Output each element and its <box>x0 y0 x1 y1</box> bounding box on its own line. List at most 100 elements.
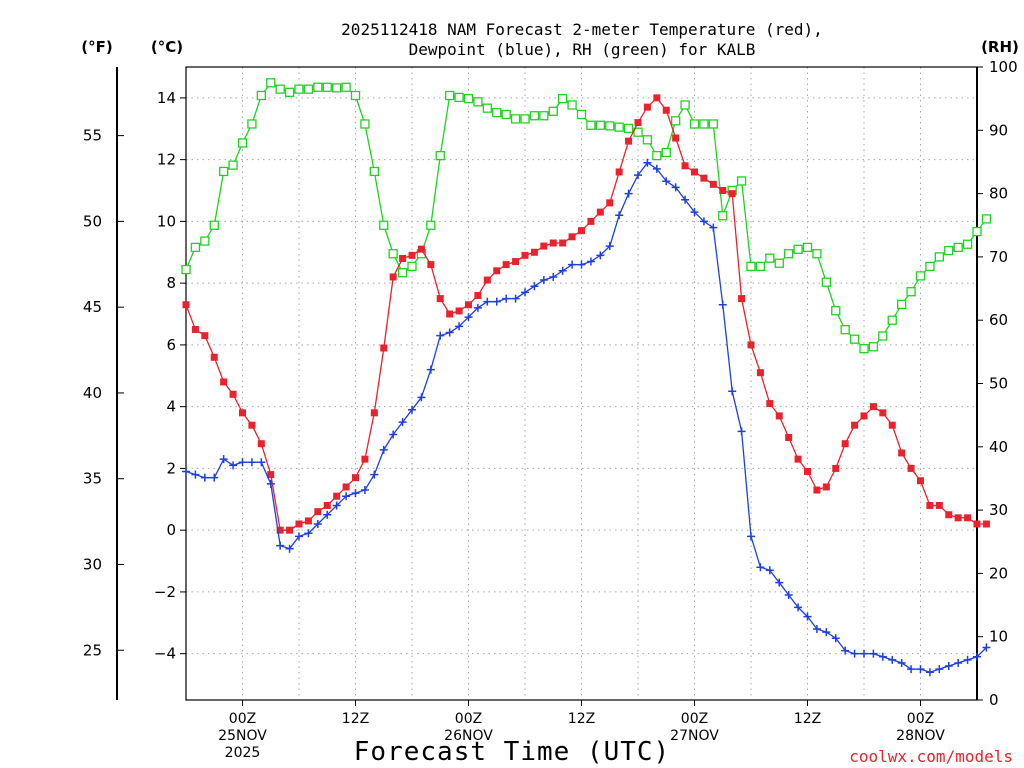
fahrenheit-tick-label: 40 <box>83 384 102 402</box>
celsius-tick-label: −4 <box>154 645 176 663</box>
rh-series-point <box>812 249 822 259</box>
rh-series-point <box>454 92 464 103</box>
dewpoint-series-point <box>455 322 464 331</box>
temperature-series-point <box>634 119 642 127</box>
dewpoint-series-point <box>191 470 200 479</box>
temperature-series-point <box>766 400 774 408</box>
dewpoint-series-point <box>200 473 209 482</box>
temperature-series-point <box>973 520 981 528</box>
x-tick-label: 26NOV <box>444 728 493 744</box>
dewpoint-series-point <box>718 300 727 309</box>
dewpoint-series-point <box>247 458 256 467</box>
rh-unit-label: (RH) <box>981 38 1019 56</box>
dewpoint-series-point <box>257 458 266 467</box>
temperature-series-point <box>888 421 896 429</box>
temperature-series-point <box>427 261 435 269</box>
celsius-unit-label: (°C) <box>151 38 183 56</box>
dewpoint-series-point <box>615 211 624 220</box>
axes: −4 −2 0 2 4 6 8 10 12 14 25 30 35 40 45 50 55 0 10 20 30 40 50… <box>83 58 1018 761</box>
rh-series-point <box>445 90 455 101</box>
temperature-series-point <box>625 137 633 145</box>
rh-series-point <box>539 111 549 121</box>
temperature-series-point <box>408 251 416 259</box>
temperature-series-point <box>559 239 567 247</box>
x-tick-label: 2025 <box>225 745 261 761</box>
dewpoint-series-point <box>624 189 633 198</box>
temperature-series-point <box>220 378 228 386</box>
temperature-series-point <box>681 162 689 170</box>
dewpoint-series-point <box>445 328 454 337</box>
rh-series-point <box>614 122 624 132</box>
rh-series-point <box>407 261 417 272</box>
rh-series-point <box>708 119 718 129</box>
rh-tick-label: 10 <box>989 628 1008 646</box>
rh-series-point <box>623 123 634 134</box>
x-tick-label: 00Z <box>229 711 256 727</box>
rh-series-point <box>906 287 916 297</box>
temperature-series-point <box>493 267 501 275</box>
rh-tick-label: 90 <box>989 121 1008 139</box>
rh-series-point <box>934 252 944 262</box>
dewpoint-series-point <box>389 430 398 439</box>
temperature-series-point <box>822 483 830 491</box>
rh-series-point <box>256 90 266 101</box>
temperature-series-point <box>540 242 548 250</box>
rh-series-point <box>181 264 191 275</box>
dewpoint-series-point <box>417 393 426 402</box>
temperature-series-point <box>370 409 378 417</box>
rh-series-point <box>237 138 248 148</box>
temperature-series-point <box>286 526 294 534</box>
rh-tick-label: 40 <box>989 438 1008 456</box>
temperature-series-point <box>502 261 510 269</box>
rh-tick-label: 50 <box>989 375 1008 393</box>
rh-series-point <box>209 220 219 230</box>
dewpoint-series-point <box>935 665 944 674</box>
dewpoint-series-point <box>549 272 558 281</box>
fahrenheit-tick-label: 25 <box>83 641 102 659</box>
rh-series-point <box>247 119 257 129</box>
temperature-series-point <box>210 353 218 361</box>
temperature-series-point <box>775 412 783 420</box>
rh-series-point <box>897 299 907 310</box>
dewpoint-series-point <box>652 164 661 173</box>
temperature-series-point <box>898 449 906 457</box>
dewpoint-series-point <box>276 541 285 550</box>
celsius-tick-label: 4 <box>166 398 176 416</box>
dewpoint-series-point <box>360 486 369 495</box>
temperature-series-point <box>860 412 868 420</box>
dewpoint-series-point <box>737 427 746 436</box>
celsius-tick-label: 2 <box>166 459 176 477</box>
dewpoint-series-point <box>756 563 765 572</box>
dewpoint-series-point <box>605 242 614 251</box>
temperature-series-point <box>483 276 491 284</box>
rh-series-point <box>313 82 323 92</box>
temperature-series-point <box>653 94 661 102</box>
rh-series-point <box>435 150 445 161</box>
dewpoint-series-point <box>728 387 737 396</box>
rh-series-point <box>821 277 831 287</box>
rh-series-point <box>284 87 295 97</box>
temperature-series-point <box>691 168 698 176</box>
temperature-series-point <box>719 187 727 195</box>
rh-series-point <box>774 258 784 268</box>
rh-series-point <box>840 325 850 335</box>
rh-series-point <box>190 242 201 253</box>
temperature-series-point <box>756 369 764 377</box>
temperature-series-point <box>361 455 369 463</box>
temperature-series-point <box>380 344 388 352</box>
temperature-series-point <box>568 233 576 241</box>
dewpoint-series-point <box>982 643 991 652</box>
celsius-tick-label: 0 <box>166 521 176 539</box>
dewpoint-series-point <box>313 519 322 528</box>
rh-series-point <box>558 94 568 104</box>
dewpoint-series-point <box>473 303 482 312</box>
dewpoint-series-point <box>812 624 821 633</box>
rh-series-point <box>802 242 813 253</box>
temperature-series-point <box>465 301 472 309</box>
rh-series-point <box>642 135 653 145</box>
temperature-series-point <box>728 190 736 198</box>
temperature-series-point <box>182 301 190 309</box>
temperature-series-point <box>841 440 849 448</box>
dewpoint-series-point <box>822 628 831 637</box>
dewpoint-series-point <box>860 649 868 658</box>
